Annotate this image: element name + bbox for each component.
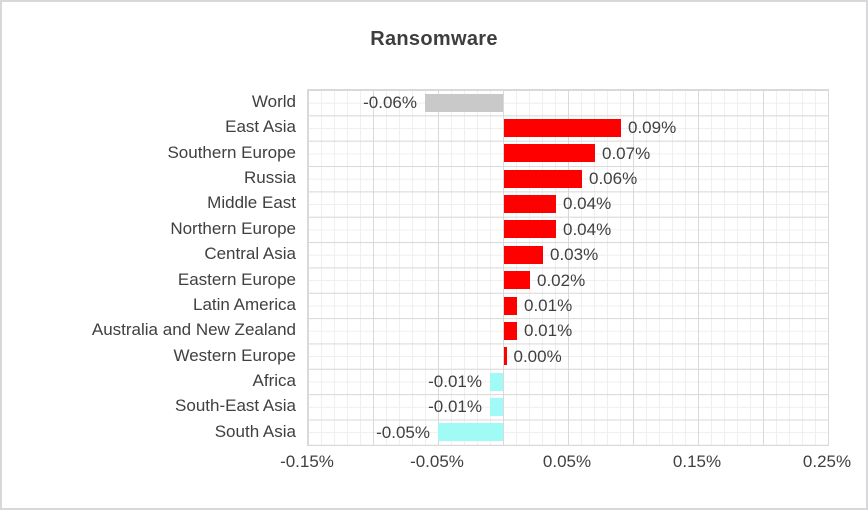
value-label: 0.01% bbox=[524, 321, 573, 341]
bar bbox=[504, 119, 621, 138]
value-label: -0.01% bbox=[428, 397, 482, 417]
bar bbox=[504, 245, 543, 264]
x-axis-tick-label: 0.15% bbox=[672, 452, 722, 471]
bar bbox=[504, 296, 517, 315]
value-label: 0.01% bbox=[524, 295, 573, 315]
category-axis: World East Asia Southern Europe Russia Middl… bbox=[2, 89, 296, 444]
category-label: World bbox=[251, 92, 296, 111]
value-label: 0.06% bbox=[589, 169, 638, 189]
x-axis: -0.15% -0.05% 0.05% 0.15% 0.25% bbox=[280, 452, 851, 474]
bar bbox=[425, 93, 503, 112]
value-label: -0.01% bbox=[428, 371, 482, 391]
bar bbox=[504, 144, 595, 163]
category-label: Africa bbox=[252, 370, 296, 390]
bar bbox=[504, 321, 517, 340]
bar bbox=[504, 271, 530, 290]
category-label: Latin America bbox=[193, 294, 296, 314]
value-label: 0.03% bbox=[550, 245, 599, 265]
category-label: Western Europe bbox=[173, 345, 296, 365]
bar bbox=[490, 397, 503, 416]
value-label: 0.07% bbox=[602, 143, 651, 163]
value-label: 0.09% bbox=[628, 118, 677, 138]
category-label: Southern Europe bbox=[167, 142, 296, 162]
plot-area: -0.06% 0.09% 0.07% 0.06% 0.04% 0.04% 0.03% 0.02… bbox=[307, 89, 829, 446]
category-label: South-East Asia bbox=[175, 396, 296, 416]
x-axis-tick-label: -0.05% bbox=[410, 452, 464, 471]
category-label: South Asia bbox=[214, 421, 296, 441]
value-label: 0.00% bbox=[513, 346, 562, 366]
category-label: East Asia bbox=[225, 117, 296, 137]
category-label: Russia bbox=[244, 168, 296, 188]
bar bbox=[504, 347, 507, 366]
x-axis-tick-label: 0.25% bbox=[802, 452, 852, 471]
category-label: Australia and New Zealand bbox=[91, 320, 296, 340]
category-label: Central Asia bbox=[204, 244, 296, 264]
category-label: Middle East bbox=[207, 193, 296, 213]
value-label: -0.05% bbox=[376, 422, 430, 442]
value-label: -0.06% bbox=[363, 93, 417, 112]
x-axis-tick-label: 0.05% bbox=[542, 452, 592, 471]
bar bbox=[504, 195, 556, 214]
value-label: 0.04% bbox=[563, 194, 612, 214]
bar bbox=[438, 423, 503, 442]
bar bbox=[504, 220, 556, 239]
category-label: Eastern Europe bbox=[177, 269, 296, 289]
x-axis-tick-label: -0.15% bbox=[280, 452, 334, 471]
category-label: Northern Europe bbox=[170, 218, 296, 238]
bar bbox=[490, 372, 503, 391]
bar bbox=[504, 169, 582, 188]
chart-title: Ransomware bbox=[370, 28, 498, 50]
value-label: 0.02% bbox=[537, 270, 586, 290]
value-label: 0.04% bbox=[563, 219, 612, 239]
